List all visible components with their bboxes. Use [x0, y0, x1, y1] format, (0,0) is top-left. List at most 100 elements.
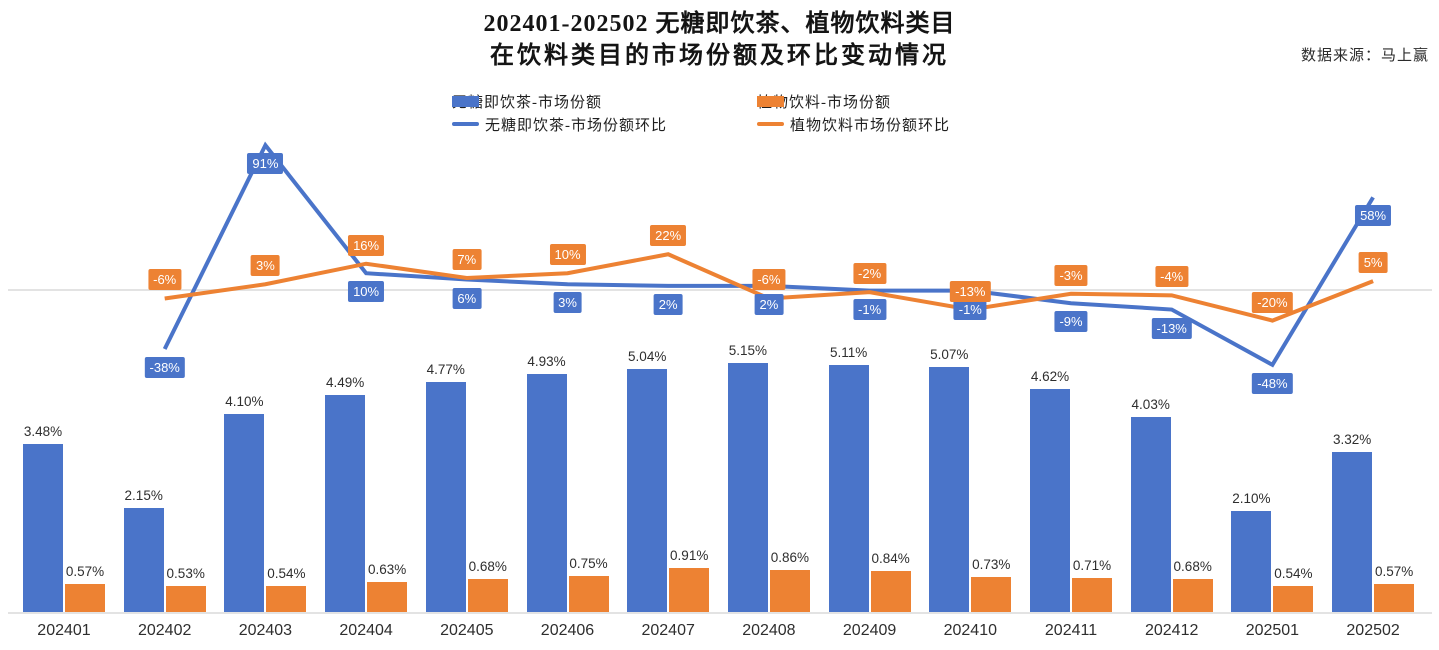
tea-share-bar-202411 [1030, 388, 1070, 612]
bar-value-label: 3.32% [1332, 431, 1372, 447]
x-axis-label-202412: 202412 [1144, 622, 1199, 639]
bar-value-label: 2.10% [1232, 490, 1271, 506]
tea-share-bar-202405 [425, 381, 466, 612]
bar-value-label: 5.11% [829, 345, 868, 361]
x-axis-label-202411: 202411 [1044, 622, 1098, 639]
line-value-label: -6% [148, 269, 182, 291]
line-value-label: -13% [950, 280, 991, 302]
tea-share-bar-202401 [23, 443, 63, 612]
tea-share-bar-202403 [224, 413, 265, 612]
zero-gridline [8, 289, 1432, 291]
bar-value-label: 0.57% [65, 564, 105, 580]
bar-value-label: 0.75% [569, 555, 608, 571]
legend-label: 无糖即饮茶-市场份额环比 [485, 117, 667, 134]
plant-share-bar-202412 [1172, 579, 1213, 612]
plant-share-bar-202409 [870, 571, 911, 612]
plant-share-bar-202407 [669, 568, 710, 612]
x-axis-line [8, 612, 1432, 614]
x-axis-label-202403: 202403 [238, 622, 293, 639]
bar-value-label: 0.73% [972, 556, 1011, 572]
bar-value-label: 4.93% [527, 353, 566, 369]
x-axis-label-202406: 202406 [540, 622, 595, 639]
x-axis-label-202407: 202407 [641, 622, 695, 639]
legend-line-swatch [757, 122, 784, 126]
legend-item-3[interactable]: 无糖即饮茶-市场份额环比 [452, 113, 667, 135]
legend-bar-swatch [452, 95, 479, 107]
plant-share-bar-202410 [971, 576, 1012, 612]
legend-item-4[interactable]: 植物饮料市场份额环比 [757, 113, 950, 135]
tea-share-bar-202502 [1332, 451, 1373, 612]
line-value-label: 3% [250, 255, 280, 277]
bar-value-label: 0.84% [871, 551, 910, 567]
tea-share-bar-202407 [627, 368, 668, 612]
line-value-label: -13% [1151, 317, 1192, 339]
legend-line-swatch [452, 122, 479, 126]
tea-share-bar-202501 [1231, 510, 1272, 612]
chart-title: 202401-202502 无糖即饮茶、植物饮料类目 在饮料类目的市场份额及环比… [0, 8, 1439, 72]
legend-item-1[interactable]: 无糖即饮茶-市场份额 [452, 90, 602, 112]
bar-value-label: 3.48% [23, 423, 63, 439]
tea-share-bar-202406 [526, 373, 567, 612]
bar-value-label: 0.68% [1173, 559, 1212, 575]
legend-label: 无糖即饮茶-市场份额 [452, 94, 602, 111]
tea-share-bar-202408 [727, 363, 768, 612]
bar-value-label: 5.15% [728, 343, 768, 359]
x-axis-label-202402: 202402 [137, 622, 192, 639]
x-axis-label-202404: 202404 [339, 622, 393, 639]
bar-value-label: 0.54% [1274, 565, 1313, 581]
line-value-label: -48% [1252, 372, 1293, 394]
tea-share-bar-202404 [325, 395, 366, 612]
plant-share-bar-202501 [1273, 585, 1314, 612]
plant-share-bar-202402 [165, 586, 206, 612]
line-value-label: 2% [754, 293, 784, 315]
legend-label: 植物饮料市场份额环比 [790, 117, 951, 134]
plant-share-bar-202403 [266, 585, 307, 612]
x-axis-label-202502: 202502 [1346, 622, 1400, 639]
bar-value-label: 5.07% [930, 347, 969, 363]
line-value-label: -20% [1252, 291, 1293, 313]
line-value-label: -3% [1054, 264, 1088, 286]
bar-value-label: 4.10% [225, 393, 264, 409]
tea-share-bar-202409 [828, 365, 869, 612]
x-axis-label-202401: 202401 [37, 622, 91, 639]
data-source-label: 数据来源：马上赢 [1300, 48, 1429, 64]
bar-value-label: 4.62% [1030, 368, 1070, 384]
bar-value-label: 0.68% [468, 559, 507, 575]
line-value-label: 91% [247, 153, 284, 175]
line-value-label: 16% [348, 234, 385, 256]
line-value-label: -9% [1054, 311, 1088, 333]
line-value-label: 5% [1358, 252, 1388, 274]
legend-item-2[interactable]: 植物饮料-市场份额 [757, 90, 891, 112]
line-value-label: 22% [650, 225, 687, 247]
bar-value-label: 0.53% [166, 566, 205, 582]
bar-value-label: 0.71% [1072, 557, 1112, 573]
bar-value-label: 0.63% [367, 561, 407, 577]
bar-value-label: 2.15% [124, 488, 163, 504]
line-value-label: -4% [1155, 266, 1189, 288]
plant-share-bar-202404 [367, 581, 408, 612]
line-value-label: -6% [752, 269, 786, 291]
line-value-label: -38% [144, 357, 185, 379]
bar-value-label: 0.86% [770, 550, 810, 566]
tea-share-bar-202402 [123, 508, 164, 612]
plant-share-bar-202405 [467, 579, 508, 612]
legend-bar-swatch [757, 95, 784, 107]
legend: 无糖即饮茶-市场份额 植物饮料-市场份额无糖即饮茶-市场份额环比 植物饮料市场份额环… [0, 0, 1439, 140]
bar-value-label: 5.04% [628, 348, 667, 364]
plant-share-bar-202411 [1072, 577, 1112, 612]
chart-title-line2: 在饮料类目的市场份额及环比变动情况 [490, 43, 949, 69]
x-axis-label-202405: 202405 [440, 622, 494, 639]
line-value-label: -2% [853, 263, 887, 285]
x-axis-label-202409: 202409 [842, 622, 897, 639]
bar-value-label: 0.91% [670, 548, 709, 564]
line-value-label: 10% [348, 281, 385, 303]
line-value-label: 2% [653, 293, 683, 315]
bar-value-label: 0.54% [267, 565, 306, 581]
x-axis-label-202410: 202410 [943, 622, 997, 639]
tea-share-bar-202412 [1130, 417, 1171, 612]
line-value-label: 6% [452, 287, 482, 309]
x-axis-label-202501: 202501 [1245, 622, 1300, 639]
bar-value-label: 0.57% [1374, 564, 1414, 580]
line-value-label: 7% [452, 248, 482, 270]
